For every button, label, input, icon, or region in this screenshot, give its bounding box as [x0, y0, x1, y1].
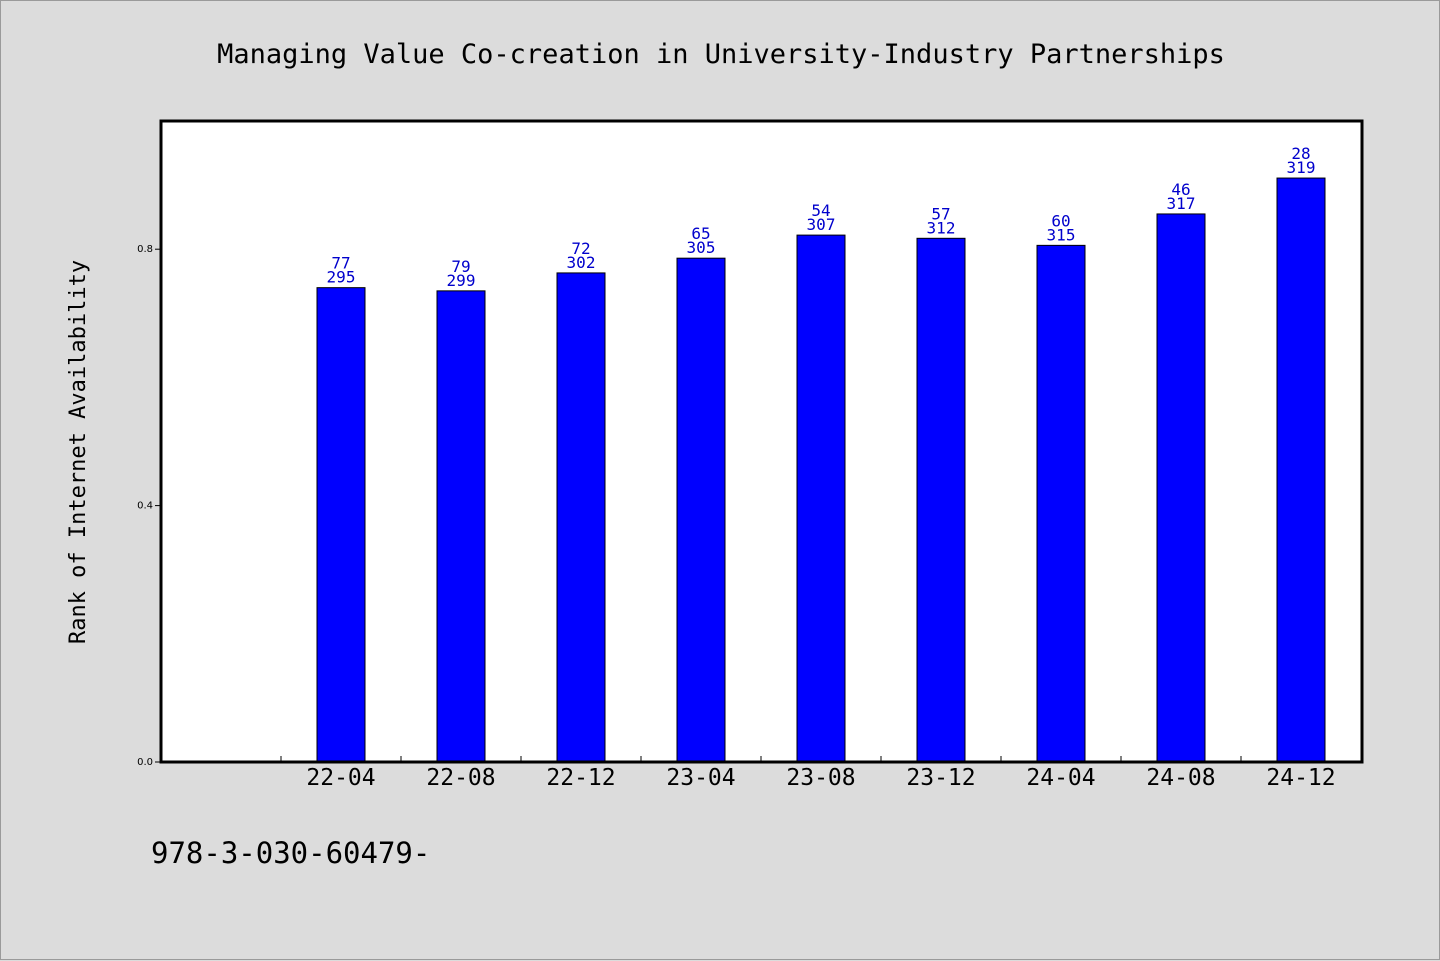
data-label-bottom: 315 [1047, 225, 1076, 244]
data-label-bottom: 299 [447, 271, 476, 290]
footer-text: 978-3-030-60479- [151, 836, 430, 870]
x-tick-label: 24-04 [1026, 765, 1095, 791]
data-label-top: 60 [1051, 211, 1070, 230]
y-tick-label: 0.4 [137, 501, 153, 512]
bar-22-08 [436, 290, 486, 763]
x-tick-label: 24-12 [1266, 765, 1335, 791]
data-label-bottom: 312 [927, 218, 956, 237]
data-label-bottom: 307 [807, 215, 836, 234]
x-tick-label: 23-04 [666, 765, 735, 791]
data-label-top: 57 [931, 204, 950, 223]
bar-22-04 [316, 287, 366, 763]
y-tick-label: 0.8 [137, 244, 153, 255]
data-label-top: 54 [811, 201, 830, 220]
data-label-bottom: 295 [327, 268, 356, 287]
bar-23-12 [916, 237, 966, 763]
x-tick-label: 22-04 [306, 765, 375, 791]
data-label-top: 72 [571, 239, 590, 258]
plot-border [159, 119, 1364, 764]
bar-24-08 [1156, 213, 1206, 763]
data-label-bottom: 317 [1167, 194, 1196, 213]
y-axis-label: Rank of Internet Availability [66, 260, 91, 644]
x-axis-ticks: 22-04 22-08 22-12 23-04 23-08 23-12 24-04 24-08… [280, 756, 1362, 791]
data-label-top: 65 [691, 224, 710, 243]
data-label-top: 46 [1171, 180, 1190, 199]
x-tick-label: 23-08 [786, 765, 855, 791]
data-label-bottom: 319 [1287, 158, 1316, 177]
bars [316, 177, 1326, 763]
bar-24-12 [1276, 177, 1326, 763]
bar-23-08 [796, 234, 846, 763]
x-tick-label: 23-12 [906, 765, 975, 791]
y-tick-label: 0.0 [137, 757, 153, 768]
bar-24-04 [1036, 244, 1086, 763]
bar-22-12 [556, 272, 606, 763]
bar-23-04 [676, 257, 726, 763]
x-tick-label: 24-08 [1146, 765, 1215, 791]
data-label-top: 79 [451, 257, 470, 276]
data-label-bottom: 302 [567, 253, 596, 272]
chart-title: Managing Value Co-creation in University… [217, 39, 1225, 70]
x-tick-label: 22-08 [426, 765, 495, 791]
data-label-top: 77 [331, 254, 350, 273]
data-label-top: 28 [1291, 144, 1310, 163]
x-tick-label: 22-12 [546, 765, 615, 791]
y-axis-ticks: 0.0 0.4 0.8 [137, 244, 161, 768]
data-label-bottom: 305 [687, 238, 716, 257]
